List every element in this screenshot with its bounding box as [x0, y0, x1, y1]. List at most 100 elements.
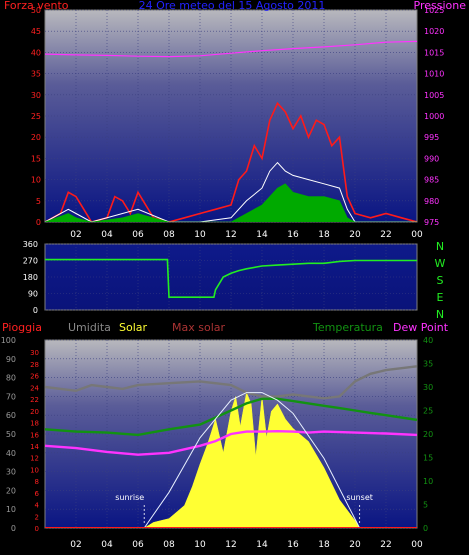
y-tick-label: 0: [33, 306, 38, 315]
y-tick-label: 990: [424, 154, 439, 163]
x-tick-label: 14: [256, 540, 268, 550]
y-tick-label: 10: [423, 477, 433, 486]
x-tick-label: 08: [163, 540, 175, 550]
y-tick-label: 980: [424, 197, 439, 206]
y-tick-label: 45: [31, 27, 41, 36]
temp-humidity-series: [45, 365, 417, 528]
y-tick-label: 40: [31, 48, 41, 57]
y-tick-label: 18: [30, 420, 39, 428]
legend-pioggia: Pioggia: [2, 321, 42, 334]
compass-label: N: [436, 308, 444, 321]
x-tick-label: 04: [101, 540, 113, 550]
y-tick-label: 35: [423, 360, 433, 369]
y-tick-label: 4: [35, 502, 40, 510]
chart-title: 24 Ore meteo del 15 Agosto 2011: [139, 0, 326, 12]
y-tick-label: 10: [31, 176, 41, 185]
y-tick-label: 0: [423, 524, 428, 533]
y-tick-label: 995: [424, 133, 439, 142]
y-tick-label: 10: [6, 505, 16, 514]
y-tick-label: 70: [6, 392, 16, 401]
y-tick-label: 35: [31, 70, 41, 79]
y-tick-label: 6: [35, 490, 40, 498]
y-tick-label: 12: [30, 455, 39, 463]
y-tick-label: 16: [30, 431, 39, 439]
temp-humidity-solar-chart: Pioggia Umidita Solar Max solar Temperat…: [1, 321, 449, 550]
series-area-solar: [143, 391, 360, 528]
y-tick-label: 22: [30, 396, 39, 404]
x-tick-label: 14: [256, 230, 268, 240]
y-tick-label: 10: [30, 466, 39, 474]
y-tick-label: 100: [1, 336, 16, 345]
x-tick-label: 04: [101, 230, 113, 240]
y-tick-label: 14: [30, 443, 39, 451]
y-tick-label: 985: [424, 176, 439, 185]
wind-pressure-gridlines: [45, 9, 417, 223]
series-line-umidita: [45, 365, 417, 400]
x-tick-label: 18: [318, 540, 330, 550]
wind-direction-gridlines: [45, 243, 417, 311]
pressure-axis-title: Pressione: [414, 0, 467, 12]
y-tick-label: 30: [423, 383, 433, 392]
y-tick-label: 1025: [424, 6, 444, 15]
series-area-vento-min: [45, 183, 417, 222]
y-tick-label: 8: [35, 478, 39, 486]
y-tick-label: 0: [11, 524, 16, 533]
compass-label: E: [437, 291, 444, 304]
x-tick-label: 12: [225, 230, 236, 240]
legend-solar: Solar: [119, 321, 148, 334]
y-tick-label: 360: [23, 240, 38, 249]
y-tick-label: 20: [31, 133, 41, 142]
y-tick-label: 40: [423, 336, 433, 345]
x-tick-label: 00: [411, 540, 423, 550]
series-line-dew-point: [45, 429, 417, 456]
wind-direction-y-axis: 0 90 180 270 360: [23, 240, 38, 315]
sunrise-label: sunrise: [115, 493, 144, 502]
y-tick-label: 15: [423, 454, 433, 463]
compass-label: W: [435, 257, 446, 270]
x-tick-label: 22: [380, 230, 391, 240]
series-line-vento-medio: [45, 161, 417, 222]
y-tick-label: 1010: [424, 70, 444, 79]
legend-temperatura: Temperatura: [312, 321, 383, 334]
x-tick-label: 02: [70, 540, 81, 550]
compass-label: S: [437, 274, 444, 287]
y-tick-label: 975: [424, 218, 439, 227]
compass-label: N: [436, 240, 444, 253]
y-tick-label: 28: [30, 361, 39, 369]
y-tick-label: 30: [30, 349, 39, 357]
x-tick-label: 16: [287, 540, 299, 550]
y-tick-label: 5: [36, 197, 41, 206]
x-tick-label: 18: [318, 230, 330, 240]
y-tick-label: 26: [30, 373, 39, 381]
x-tick-label: 12: [225, 540, 236, 550]
y-tick-label: 24: [30, 384, 39, 392]
legend-max-solar: Max solar: [172, 321, 225, 334]
temp-humidity-x-axis: 02 04 06 08 10 12 14 16 18 20 22 00: [70, 540, 423, 550]
series-line-direzione: [45, 258, 417, 298]
y-tick-label: 15: [31, 154, 41, 163]
y-tick-label: 180: [23, 273, 38, 282]
wind-axis-title: Forza vento: [4, 0, 69, 12]
y-tick-label: 2: [35, 513, 39, 521]
x-tick-label: 20: [349, 230, 361, 240]
y-tick-label: 0: [36, 218, 41, 227]
y-tick-label: 1015: [424, 48, 444, 57]
y-tick-label: 25: [423, 407, 433, 416]
x-tick-label: 10: [194, 540, 206, 550]
bottom-chart-legend: Pioggia Umidita Solar Max solar Temperat…: [2, 321, 449, 334]
y-tick-label: 1000: [424, 112, 444, 121]
y-tick-label: 90: [28, 290, 38, 299]
y-tick-label: 1020: [424, 27, 444, 36]
x-tick-label: 20: [349, 540, 361, 550]
y-tick-label: 20: [30, 408, 39, 416]
series-line-max-solar: [143, 392, 361, 528]
sunset-label: sunset: [346, 493, 373, 502]
x-tick-label: 22: [380, 540, 391, 550]
y-tick-label: 20: [6, 486, 16, 495]
y-tick-label: 270: [23, 257, 38, 266]
y-tick-label: 50: [6, 430, 16, 439]
